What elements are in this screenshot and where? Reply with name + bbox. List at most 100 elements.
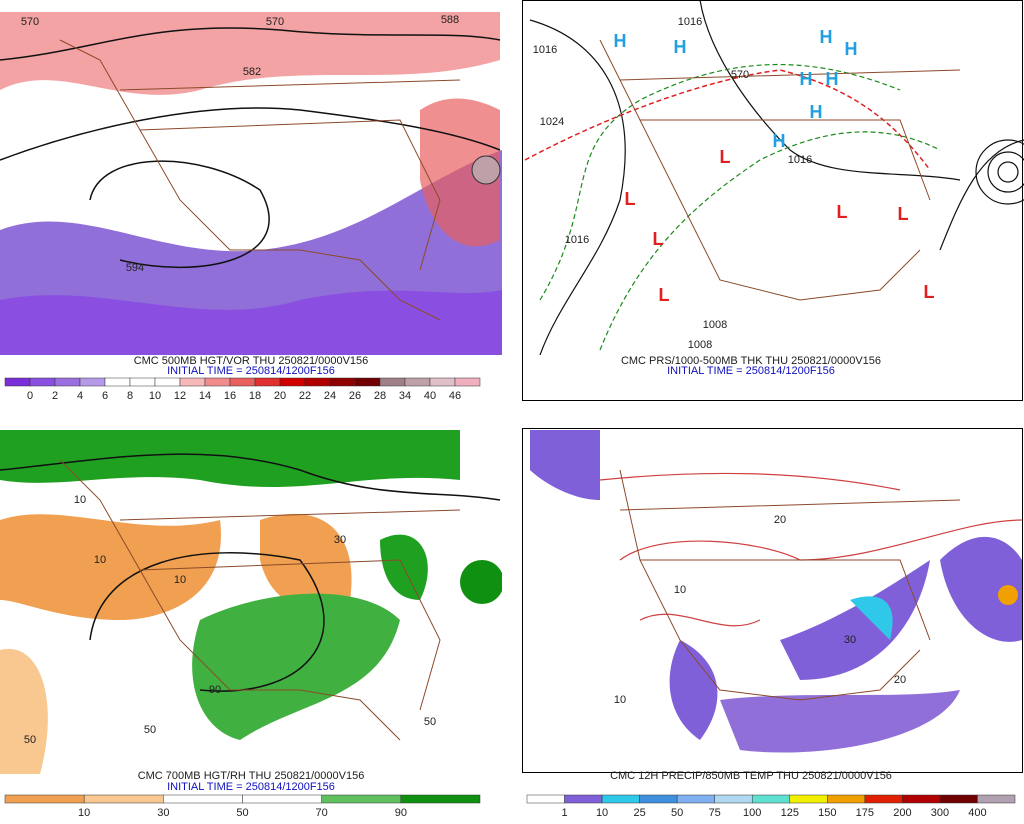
colorbar-label: 10: [78, 807, 90, 819]
colorbar-swatch: [163, 794, 243, 804]
colorbar-label: 10: [149, 390, 161, 402]
colorbar-swatch: [526, 794, 565, 804]
colorbar-label: 50: [236, 807, 248, 819]
colorbar-swatch: [714, 794, 753, 804]
pressure-center: L: [659, 285, 670, 305]
colorbar-label: 16: [224, 390, 236, 402]
contour-label: 10: [94, 554, 106, 566]
pressure-center: L: [720, 147, 731, 167]
contour-label: 1016: [533, 44, 557, 56]
pressure-center: L: [625, 189, 636, 209]
colorbar-swatch: [751, 794, 791, 804]
colorbar-swatch: [154, 377, 181, 387]
colorbar-swatch: [321, 794, 402, 804]
pressure-center: H: [826, 69, 839, 89]
precip-map: [530, 430, 1022, 753]
colorbar-swatch: [54, 377, 81, 387]
colorbar-label: 28: [374, 390, 386, 402]
colorbar-label: 0: [27, 390, 33, 402]
colorbar-label: 4: [77, 390, 83, 402]
colorbar-label: 400: [968, 807, 986, 819]
contour-label: 582: [243, 66, 261, 78]
colorbar-swatch: [939, 794, 978, 804]
colorbar-swatch: [676, 794, 715, 804]
colorbar-swatch: [29, 377, 56, 387]
panel-frame: [522, 428, 1023, 773]
colorbar-label: 26: [349, 390, 361, 402]
colorbar-label: 175: [856, 807, 874, 819]
colorbar-label: 10: [596, 807, 608, 819]
contour-label: 10: [614, 694, 626, 706]
pressure-center: H: [674, 37, 687, 57]
pressure-center: H: [820, 27, 833, 47]
colorbar-label: 30: [157, 807, 169, 819]
pressure-center: L: [653, 229, 664, 249]
colorbar-swatch: [379, 377, 406, 387]
pressure-center: H: [773, 131, 786, 151]
colorbar-swatch: [204, 377, 231, 387]
colorbar-swatch: [83, 794, 164, 804]
map-caption: CMC PRS/1000-500MB THK THU 250821/0000V1…: [621, 355, 881, 367]
contour-label: 594: [126, 262, 144, 274]
colorbar-label: 24: [324, 390, 336, 402]
colorbar-swatch: [254, 377, 281, 387]
contour-label: 1008: [703, 319, 727, 331]
contour-label: 50: [424, 716, 436, 728]
colorbar-label: 2: [52, 390, 58, 402]
colorbar-label: 34: [399, 390, 411, 402]
map-caption: CMC 500MB HGT/VOR THU 250821/0000V156: [134, 355, 369, 367]
colorbar-label: 100: [743, 807, 761, 819]
pressure-center: L: [837, 202, 848, 222]
pressure-center: H: [614, 31, 627, 51]
pressure-map: [524, 0, 1024, 355]
colorbar-label: 70: [316, 807, 328, 819]
map-caption: CMC 12H PRECIP/850MB TEMP THU 250821/000…: [610, 770, 892, 782]
colorbar-swatch: [404, 377, 431, 387]
colorbar-swatch: [4, 377, 31, 387]
pressure-center: L: [924, 282, 935, 302]
contour-label: 20: [774, 514, 786, 526]
contour-label: 50: [24, 734, 36, 746]
colorbar-swatch: [242, 794, 322, 804]
contour-label: 570: [21, 16, 39, 28]
contour-label: 1016: [788, 154, 812, 166]
colorbar-label: 20: [274, 390, 286, 402]
initial-time: INITIAL TIME = 250814/1200F156: [167, 781, 335, 793]
contour-label: 1016: [678, 16, 702, 28]
humidity-map: [0, 428, 502, 774]
contour-label: 20: [894, 674, 906, 686]
map-caption: CMC 700MB HGT/RH THU 250821/0000V156: [138, 770, 365, 782]
colorbar-label: 1: [561, 807, 567, 819]
colorbar-label: 125: [781, 807, 799, 819]
colorbar-swatch: [279, 377, 306, 387]
initial-time: INITIAL TIME = 250814/1200F156: [167, 365, 335, 377]
colorbar-swatch: [454, 377, 481, 387]
colorbar-label: 300: [931, 807, 949, 819]
colorbar-swatch: [4, 794, 85, 804]
colorbar-label: 200: [893, 807, 911, 819]
contour-label: 10: [74, 494, 86, 506]
colorbar-swatch: [400, 794, 481, 804]
colorbar-label: 18: [249, 390, 261, 402]
contour-label: 588: [441, 14, 459, 26]
contour-label: 1016: [565, 234, 589, 246]
contour-label: 10: [674, 584, 686, 596]
colorbar-label: 6: [102, 390, 108, 402]
colorbar-label: 22: [299, 390, 311, 402]
colorbar-swatch: [329, 377, 356, 387]
contour-label: 50: [144, 724, 156, 736]
colorbar-label: 75: [709, 807, 721, 819]
colorbar-swatch: [864, 794, 903, 804]
colorbar-swatch: [354, 377, 381, 387]
colorbar-swatch: [304, 377, 331, 387]
colorbar-swatch: [827, 794, 866, 804]
contour-label: 30: [334, 534, 346, 546]
colorbar-swatch: [429, 377, 456, 387]
pressure-center: H: [845, 39, 858, 59]
colorbar-label: 8: [127, 390, 133, 402]
contour-label: 10: [174, 574, 186, 586]
colorbar-swatch: [902, 794, 941, 804]
colorbar-label: 12: [174, 390, 186, 402]
colorbar-swatch: [564, 794, 603, 804]
colorbar-swatch: [179, 377, 206, 387]
